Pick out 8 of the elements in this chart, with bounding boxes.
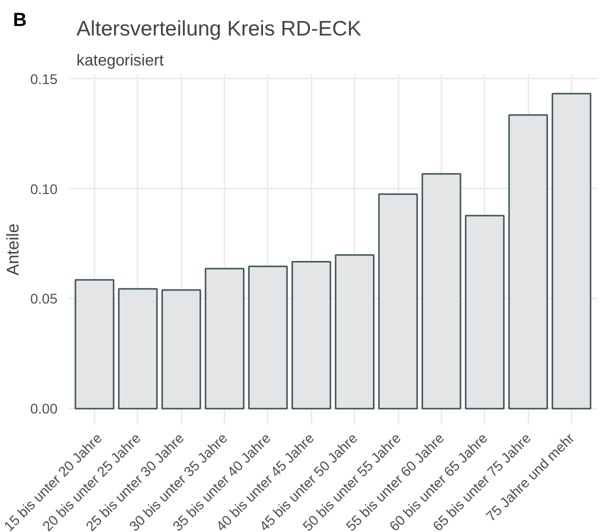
y-axis-title: Anteile bbox=[3, 224, 22, 276]
y-tick-label: 0.05 bbox=[30, 290, 58, 307]
y-tick-label: 0.10 bbox=[30, 180, 58, 197]
chart-title: Altersverteilung Kreis RD-ECK bbox=[76, 18, 362, 40]
y-tick-label: 0.00 bbox=[30, 400, 58, 417]
y-tick-label: 0.15 bbox=[30, 70, 58, 87]
chart-subtitle: kategorisiert bbox=[76, 52, 164, 70]
text: B bbox=[13, 9, 27, 33]
